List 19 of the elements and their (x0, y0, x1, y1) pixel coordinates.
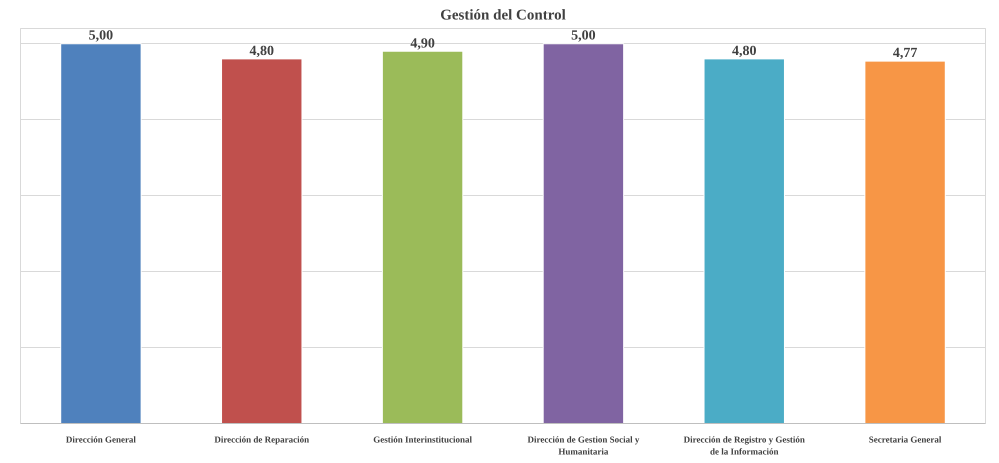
bar (382, 50, 464, 424)
chart-title: Gestión del Control (440, 8, 566, 24)
x-tick-label: Dirección de Registro y Gestión de la Información (684, 434, 805, 456)
x-tick-label: Gestión Interinstitucional (373, 434, 472, 444)
data-label: 4,77 (892, 46, 918, 62)
bar (60, 43, 142, 424)
x-tick-label: Dirección General (66, 434, 136, 444)
bar (704, 58, 785, 424)
x-tick-label: Dirección de Gestion Social y Humanitaria (528, 434, 640, 456)
x-tick-label: Secretaria General (868, 434, 942, 444)
data-label: 5,00 (88, 28, 114, 44)
data-label: 4,90 (410, 36, 435, 52)
x-tick-label: Dirección de Reparación (214, 434, 310, 444)
bar (542, 43, 624, 424)
data-label: 4,80 (732, 44, 756, 59)
bar (864, 60, 946, 424)
data-label: 5,00 (571, 28, 596, 44)
data-label: 4,80 (250, 44, 274, 59)
bar (221, 58, 302, 424)
